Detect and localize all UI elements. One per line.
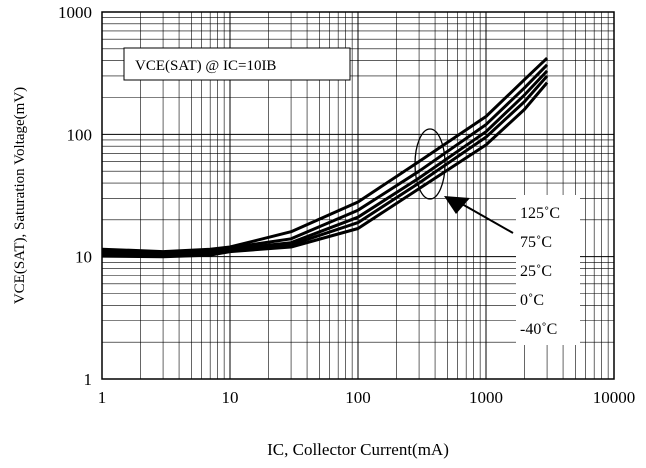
series-line-4 (101, 81, 549, 259)
y-tick-label: 1000 (58, 3, 92, 22)
legend-entry: -40˚C (520, 321, 557, 338)
x-tick-label: 100 (345, 388, 371, 407)
arrow-head (444, 196, 470, 214)
x-tick-label: 10000 (593, 388, 636, 407)
series-line-2 (101, 69, 549, 256)
y-tick-label: 10 (75, 248, 92, 267)
plot-frame (101, 11, 615, 380)
legend-entry: 0˚C (520, 292, 544, 309)
pointer-arrow (444, 196, 514, 234)
x-axis-label: IC, Collector Current(mA) (267, 440, 449, 459)
arrow-shaft (461, 203, 514, 234)
annotation-box (123, 47, 351, 81)
x-tick-label: 1000 (469, 388, 503, 407)
legend-entry: 75˚C (520, 234, 552, 251)
legend-entry: 25˚C (520, 263, 552, 280)
legend: 125˚C 75˚C 25˚C 0˚C -40˚C (520, 205, 560, 338)
legend-entry: 125˚C (520, 205, 560, 222)
x-tick-label: 10 (222, 388, 239, 407)
series-group (101, 57, 549, 259)
annotation-text: VCE(SAT) @ IC=10IB (135, 58, 276, 74)
x-tick-label: 1 (98, 388, 107, 407)
legend-box (516, 195, 580, 345)
y-tick-label: 100 (67, 125, 93, 144)
y-axis-label: VCE(SAT), Saturation Voltage(mV) (12, 87, 28, 304)
y-tick-label: 1 (84, 370, 93, 389)
curve-bundle-ellipse (414, 128, 446, 200)
tick-labels: 1 10 100 1000 10000 1 10 100 1000 (58, 3, 635, 407)
